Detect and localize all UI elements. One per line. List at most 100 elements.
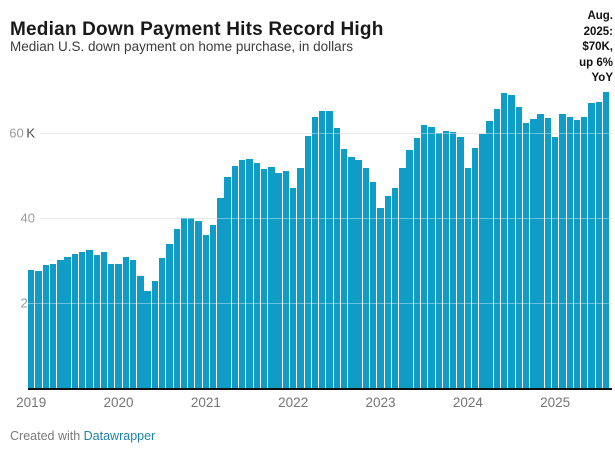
bar-2024-08[interactable] (515, 107, 522, 389)
bar-2023-07[interactable] (420, 125, 428, 389)
bar-2024-09[interactable] (522, 123, 530, 389)
bar-2025-03[interactable] (566, 116, 573, 389)
bar-2023-09[interactable] (435, 133, 442, 389)
bar-2019-12[interactable] (108, 264, 115, 389)
bar-2020-11[interactable] (188, 218, 195, 389)
bar-2022-06[interactable] (326, 111, 333, 389)
bar-2021-04[interactable] (224, 176, 231, 389)
bar-2021-09[interactable] (260, 169, 268, 389)
bar-2024-02[interactable] (471, 148, 479, 389)
bar-2019-10[interactable] (93, 255, 100, 389)
bar-2025-07[interactable] (595, 101, 603, 389)
x-tick-label-2024: 2024 (452, 395, 483, 410)
bar-2022-04[interactable] (311, 116, 319, 389)
bar-2020-09[interactable] (173, 229, 180, 389)
bar-2020-01[interactable] (115, 264, 122, 389)
bar-2022-05[interactable] (319, 111, 326, 389)
attribution-prefix: Created with (10, 429, 84, 443)
bar-2020-04[interactable] (137, 276, 144, 389)
attribution-footer: Created with Datawrapper (10, 429, 155, 443)
bar-2021-02[interactable] (209, 225, 217, 389)
bar-2024-06[interactable] (501, 92, 508, 389)
bar-2020-10[interactable] (180, 218, 188, 389)
bar-2023-04[interactable] (399, 168, 406, 389)
bar-2019-04[interactable] (49, 263, 57, 389)
bar-2019-02[interactable] (35, 270, 42, 389)
x-tick-label-2022: 2022 (278, 395, 309, 410)
datawrapper-link[interactable]: Datawrapper (83, 429, 156, 443)
y-tick-label-40: 40 (20, 210, 35, 226)
x-tick-label-2020: 2020 (103, 395, 134, 410)
bar-2023-10[interactable] (442, 130, 450, 389)
bar-2023-02[interactable] (384, 196, 391, 389)
bar-2019-07[interactable] (71, 253, 79, 389)
bar-2022-01[interactable] (289, 188, 297, 389)
bar-2021-01[interactable] (202, 235, 210, 389)
bar-2025-05[interactable] (581, 117, 588, 389)
bar-2023-06[interactable] (413, 138, 421, 389)
bar-2024-05[interactable] (493, 109, 501, 389)
bar-2019-05[interactable] (57, 259, 64, 389)
bar-2023-08[interactable] (428, 126, 435, 389)
bar-2023-05[interactable] (406, 150, 413, 389)
bar-2025-02[interactable] (559, 114, 566, 389)
bar-2021-03[interactable] (217, 198, 224, 389)
chart-subtitle: Median U.S. down payment on home purchas… (10, 39, 353, 54)
x-tick-label-2021: 2021 (190, 395, 221, 410)
bar-2023-01[interactable] (377, 207, 384, 389)
bar-2025-06[interactable] (588, 102, 595, 389)
bar-2019-03[interactable] (42, 264, 49, 389)
x-axis-line (28, 388, 612, 390)
bar-2024-03[interactable] (479, 134, 486, 389)
bar-2022-03[interactable] (304, 135, 311, 389)
bar-2020-12[interactable] (195, 220, 202, 389)
x-tick-label-2023: 2023 (365, 395, 396, 410)
bar-2022-12[interactable] (370, 181, 377, 389)
bar-2021-12[interactable] (282, 170, 290, 389)
bar-2019-01[interactable] (28, 270, 35, 389)
bar-2025-01[interactable] (551, 137, 559, 389)
gridline-overlay-60k (28, 133, 612, 134)
bar-2020-08[interactable] (166, 244, 173, 389)
bar-2021-08[interactable] (253, 162, 260, 389)
bar-2022-02[interactable] (297, 168, 304, 389)
bar-2023-03[interactable] (391, 187, 399, 389)
bar-2021-06[interactable] (239, 159, 246, 389)
bar-2024-07[interactable] (508, 95, 515, 389)
bar-2025-08[interactable] (602, 91, 610, 389)
bar-2021-11[interactable] (275, 173, 282, 389)
gridline-overlay-40k (28, 218, 612, 219)
bar-2024-11[interactable] (537, 113, 544, 389)
bar-2019-09[interactable] (86, 250, 93, 389)
bar-2022-09[interactable] (348, 157, 355, 389)
gridline-60k (40, 133, 612, 134)
bar-2021-07[interactable] (246, 159, 253, 389)
bar-2024-12[interactable] (544, 118, 552, 389)
bar-2020-06[interactable] (151, 280, 159, 389)
chart-title: Median Down Payment Hits Record High (10, 18, 384, 40)
bar-2025-04[interactable] (573, 119, 581, 389)
gridline-20k (40, 303, 612, 304)
y-axis-unit: K (26, 125, 35, 141)
bar-2020-05[interactable] (144, 291, 151, 389)
bar-2022-08[interactable] (340, 148, 348, 389)
bar-2021-05[interactable] (231, 165, 239, 389)
bar-2020-03[interactable] (129, 260, 137, 389)
bar-2023-11[interactable] (450, 131, 457, 389)
bar-2022-10[interactable] (355, 159, 362, 389)
bar-2020-02[interactable] (122, 257, 129, 389)
bar-2021-10[interactable] (268, 167, 275, 389)
bar-2019-08[interactable] (78, 251, 86, 389)
bar-2022-07[interactable] (333, 128, 341, 389)
bar-2023-12[interactable] (457, 137, 464, 389)
bar-2024-01[interactable] (464, 167, 472, 389)
bar-2022-11[interactable] (362, 167, 370, 389)
bar-2019-11[interactable] (100, 251, 108, 389)
x-tick-label-2019: 2019 (16, 395, 47, 410)
bar-2019-06[interactable] (64, 257, 71, 389)
bar-2024-04[interactable] (486, 120, 493, 389)
bar-2020-07[interactable] (159, 258, 166, 389)
y-tick-label-60: 60 K (9, 125, 35, 141)
bar-2024-10[interactable] (530, 119, 537, 389)
